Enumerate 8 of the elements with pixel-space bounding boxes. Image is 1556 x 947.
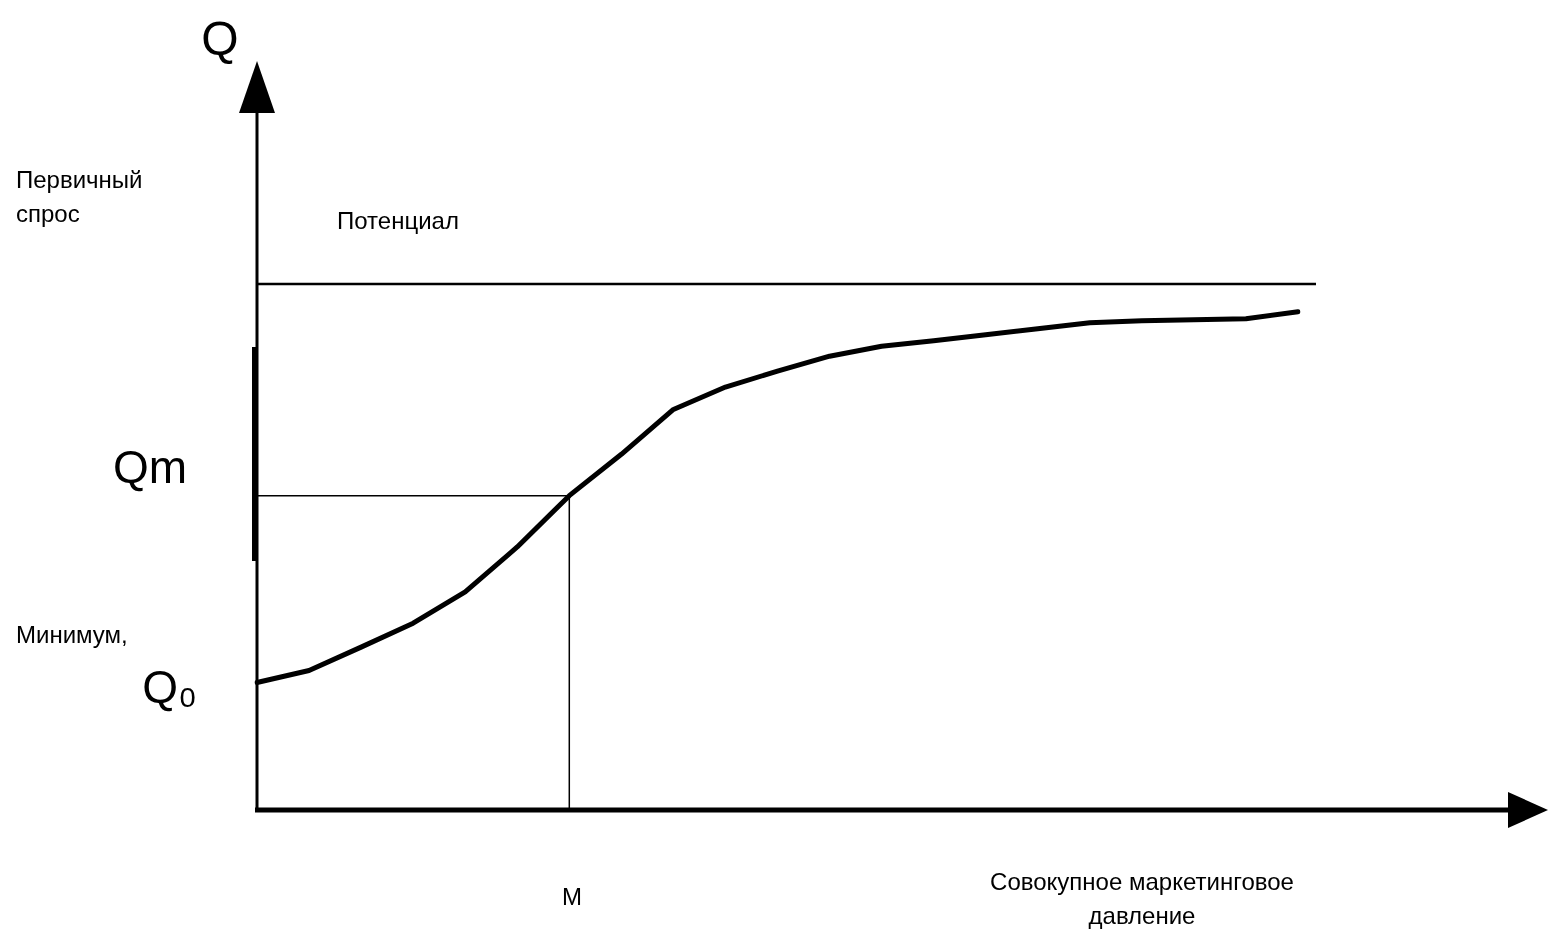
- text: Q₀: [142, 661, 197, 713]
- text: Минимум,: [16, 621, 128, 648]
- text: Q: [201, 12, 239, 65]
- text: Qm: [112, 441, 187, 493]
- text: M: [562, 883, 582, 910]
- text: Первичный спрос: [16, 166, 143, 227]
- x-axis-title: Совокупное маркетинговое давление: [990, 868, 1294, 929]
- ref-line-label: Потенциал: [337, 206, 459, 234]
